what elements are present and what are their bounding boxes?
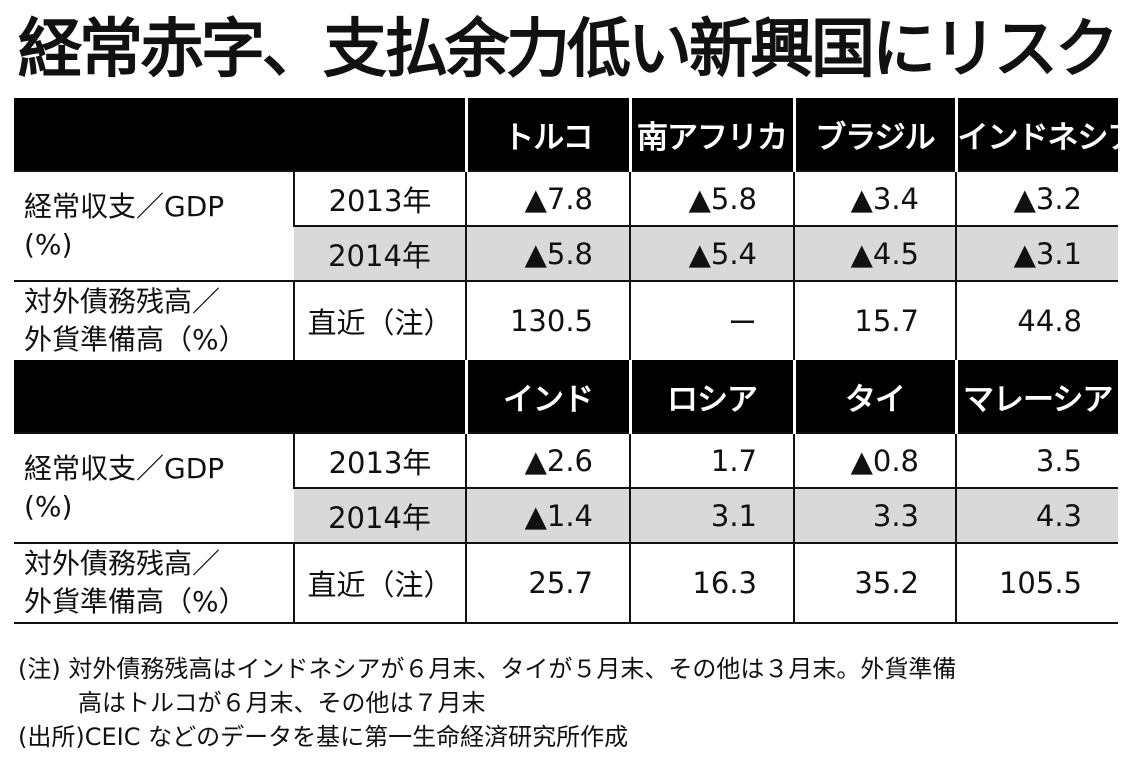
value-cell: ▲0.8	[793, 432, 956, 488]
value-cell: 16.3	[629, 542, 794, 624]
table-row: 対外債務残高／ 外貨準備高（%） 直近（注） 25.7 16.3 35.2 10…	[14, 542, 1118, 624]
year-cell: 2013年	[293, 432, 466, 488]
country-header: インドネシア	[954, 98, 1118, 171]
header-row-group1: トルコ 南アフリカ ブラジル インドネシア	[14, 98, 1118, 171]
value-cell: 130.5	[465, 280, 630, 360]
chart-title: 経常赤字、支払余力低い新興国にリスク	[18, 13, 1119, 87]
country-header: ブラジル	[792, 98, 956, 171]
value-cell: 3.5	[955, 432, 1118, 488]
table-row: 2014年 ▲1.4 3.1 3.3 4.3	[14, 487, 1118, 543]
table-row: 経常収支／GDP (%) 2013年 ▲2.6 1.7 ▲0.8 3.5	[14, 432, 1118, 543]
value-cell: 25.7	[465, 542, 630, 624]
header-blank	[14, 98, 466, 171]
table-row: 2014年 ▲5.8 ▲5.4 ▲4.5 ▲3.1	[14, 225, 1118, 281]
country-header: インド	[464, 360, 630, 433]
country-header: トルコ	[464, 98, 630, 171]
header-blank	[14, 360, 466, 433]
value-cell: 44.8	[955, 280, 1118, 360]
recent-cell: 直近（注）	[293, 542, 466, 624]
data-table: トルコ 南アフリカ ブラジル インドネシア 経常収支／GDP (%) 2013年…	[14, 98, 1118, 624]
value-cell: ▲3.4	[793, 170, 956, 226]
label-line: 経常収支／GDP	[24, 452, 225, 485]
value-cell: 3.3	[793, 487, 956, 543]
note-text: (注) 対外債務残高はインドネシアが６月末、タイが５月末、その他は３月末。外貨準…	[18, 655, 957, 683]
note-text: 高はトルコが６月末、その他は７月末	[78, 689, 486, 717]
value-cell: 1.7	[629, 432, 794, 488]
country-header: 南アフリカ	[628, 98, 794, 171]
label-line: 対外債務残高／	[24, 547, 221, 580]
country-header: ロシア	[628, 360, 794, 433]
country-header: タイ	[792, 360, 956, 433]
country-header: マレーシア	[954, 360, 1118, 433]
value-cell: 3.1	[629, 487, 794, 543]
value-cell: ▲3.1	[955, 225, 1118, 281]
label-line: 対外債務残高／	[24, 285, 221, 318]
row-label-current-account: 経常収支／GDP (%)	[14, 432, 294, 543]
year-cell: 2013年	[293, 170, 466, 226]
value-cell: ▲2.6	[465, 432, 630, 488]
row-label-current-account: 経常収支／GDP (%)	[14, 170, 294, 281]
table-row: 対外債務残高／ 外貨準備高（%） 直近（注） 130.5 ー 15.7 44.8	[14, 280, 1118, 360]
value-cell: 15.7	[793, 280, 956, 360]
value-cell: 105.5	[955, 542, 1118, 624]
row-label-debt-ratio: 対外債務残高／ 外貨準備高（%）	[14, 280, 294, 360]
label-unit: (%)	[24, 490, 73, 523]
value-cell: ▲5.8	[629, 170, 794, 226]
value-cell: ▲5.8	[465, 225, 630, 281]
header-row-group2: インド ロシア タイ マレーシア	[14, 360, 1118, 433]
value-cell: ー	[629, 280, 794, 360]
table-row: 経常収支／GDP (%) 2013年 ▲7.8 ▲5.8 ▲3.4 ▲3.2	[14, 170, 1118, 281]
year-cell: 2014年	[294, 225, 466, 281]
footnotes: (注) 対外債務残高はインドネシアが６月末、タイが５月末、その他は３月末。外貨準…	[18, 652, 956, 754]
label-line: 外貨準備高（%）	[24, 585, 247, 618]
value-cell: ▲1.4	[465, 487, 630, 543]
value-cell: ▲3.2	[955, 170, 1118, 226]
value-cell: ▲7.8	[465, 170, 630, 226]
value-cell: 4.3	[955, 487, 1118, 543]
label-line: 経常収支／GDP	[24, 190, 225, 223]
recent-cell: 直近（注）	[293, 280, 466, 360]
row-label-debt-ratio: 対外債務残高／ 外貨準備高（%）	[14, 542, 294, 624]
year-cell: 2014年	[294, 487, 466, 543]
label-unit: (%)	[24, 228, 73, 261]
source-text: (出所)CEIC などのデータを基に第一生命経済研究所作成	[18, 723, 629, 751]
value-cell: 35.2	[793, 542, 956, 624]
value-cell: ▲4.5	[793, 225, 956, 281]
label-line: 外貨準備高（%）	[24, 323, 247, 356]
value-cell: ▲5.4	[629, 225, 794, 281]
